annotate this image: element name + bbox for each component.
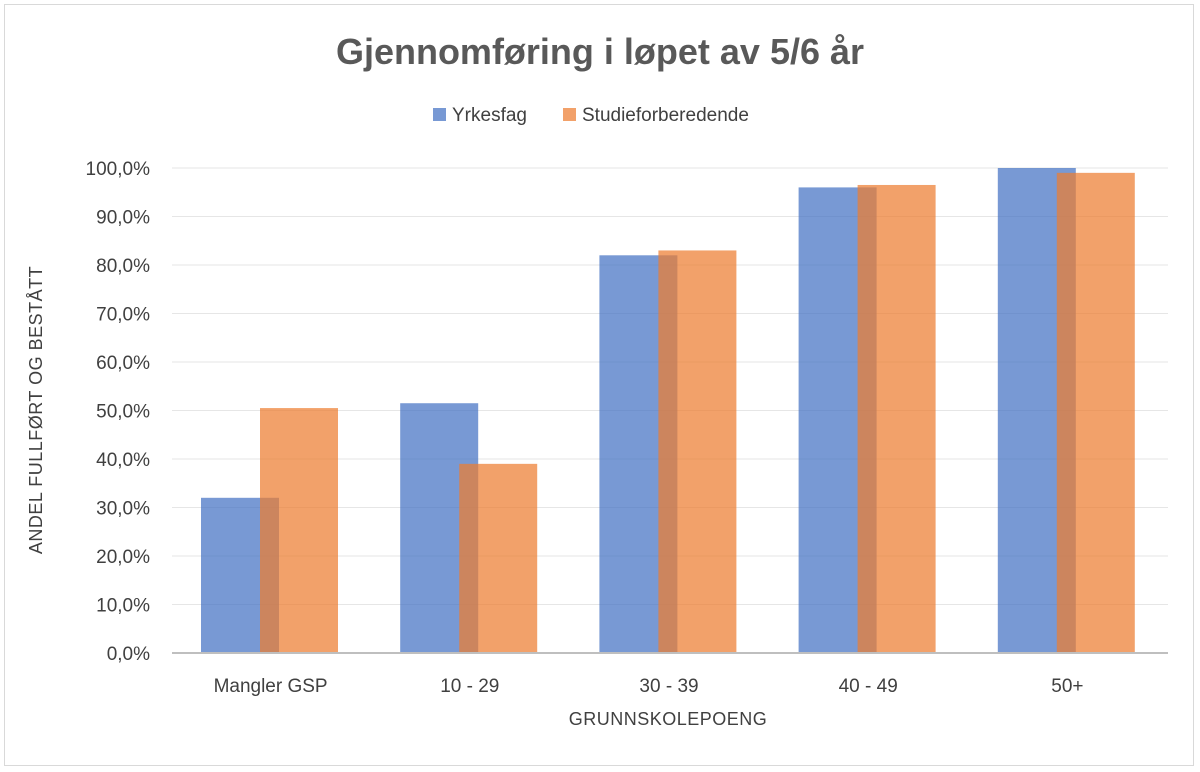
y-tick-label: 20,0% [96,547,150,568]
bar-studieforberedende-4 [1056,172,1135,653]
y-tick-label: 100,0% [86,159,151,180]
y-axis-title: ANDEL FULLFØRT OG BESTÅTT [26,266,46,554]
y-tick-label: 40,0% [96,450,150,471]
bar-studieforberedende-2 [658,250,737,653]
x-tick-label: 50+ [1051,676,1083,697]
x-tick-label: Mangler GSP [214,676,328,697]
legend-label-studieforberedende: Studieforberedende [582,105,749,126]
y-tick-label: 80,0% [96,256,150,277]
x-tick-label: 10 - 29 [440,676,499,697]
y-tick-label: 70,0% [96,305,150,326]
y-tick-label: 90,0% [96,208,150,229]
y-axis-ticks: 0,0% 10,0% 20,0% 30,0% 40,0% 50,0% 60,0% 70,0% 8… [86,159,151,665]
x-tick-label: 30 - 39 [639,676,698,697]
bar-studieforberedende-3 [857,184,936,653]
y-tick-label: 0,0% [107,644,150,665]
legend-label-yrkesfag: Yrkesfag [452,105,527,126]
y-tick-label: 50,0% [96,402,150,423]
x-axis-title: GRUNNSKOLEPOENG [569,709,768,729]
x-tick-label: 40 - 49 [839,676,898,697]
bars [201,168,1135,654]
legend: Yrkesfag Studieforberedende [433,105,749,126]
chart-title: Gjennomføring i løpet av 5/6 år [336,31,864,72]
bar-studieforberedende-0 [260,408,338,653]
legend-swatch-studieforberedende [563,108,576,121]
y-tick-label: 60,0% [96,353,150,374]
y-tick-label: 30,0% [96,499,150,520]
y-tick-label: 10,0% [96,596,150,617]
x-axis-ticks: Mangler GSP 10 - 29 30 - 39 40 - 49 50+ [214,676,1084,697]
legend-swatch-yrkesfag [433,108,446,121]
bar-studieforberedende-1 [459,463,538,653]
